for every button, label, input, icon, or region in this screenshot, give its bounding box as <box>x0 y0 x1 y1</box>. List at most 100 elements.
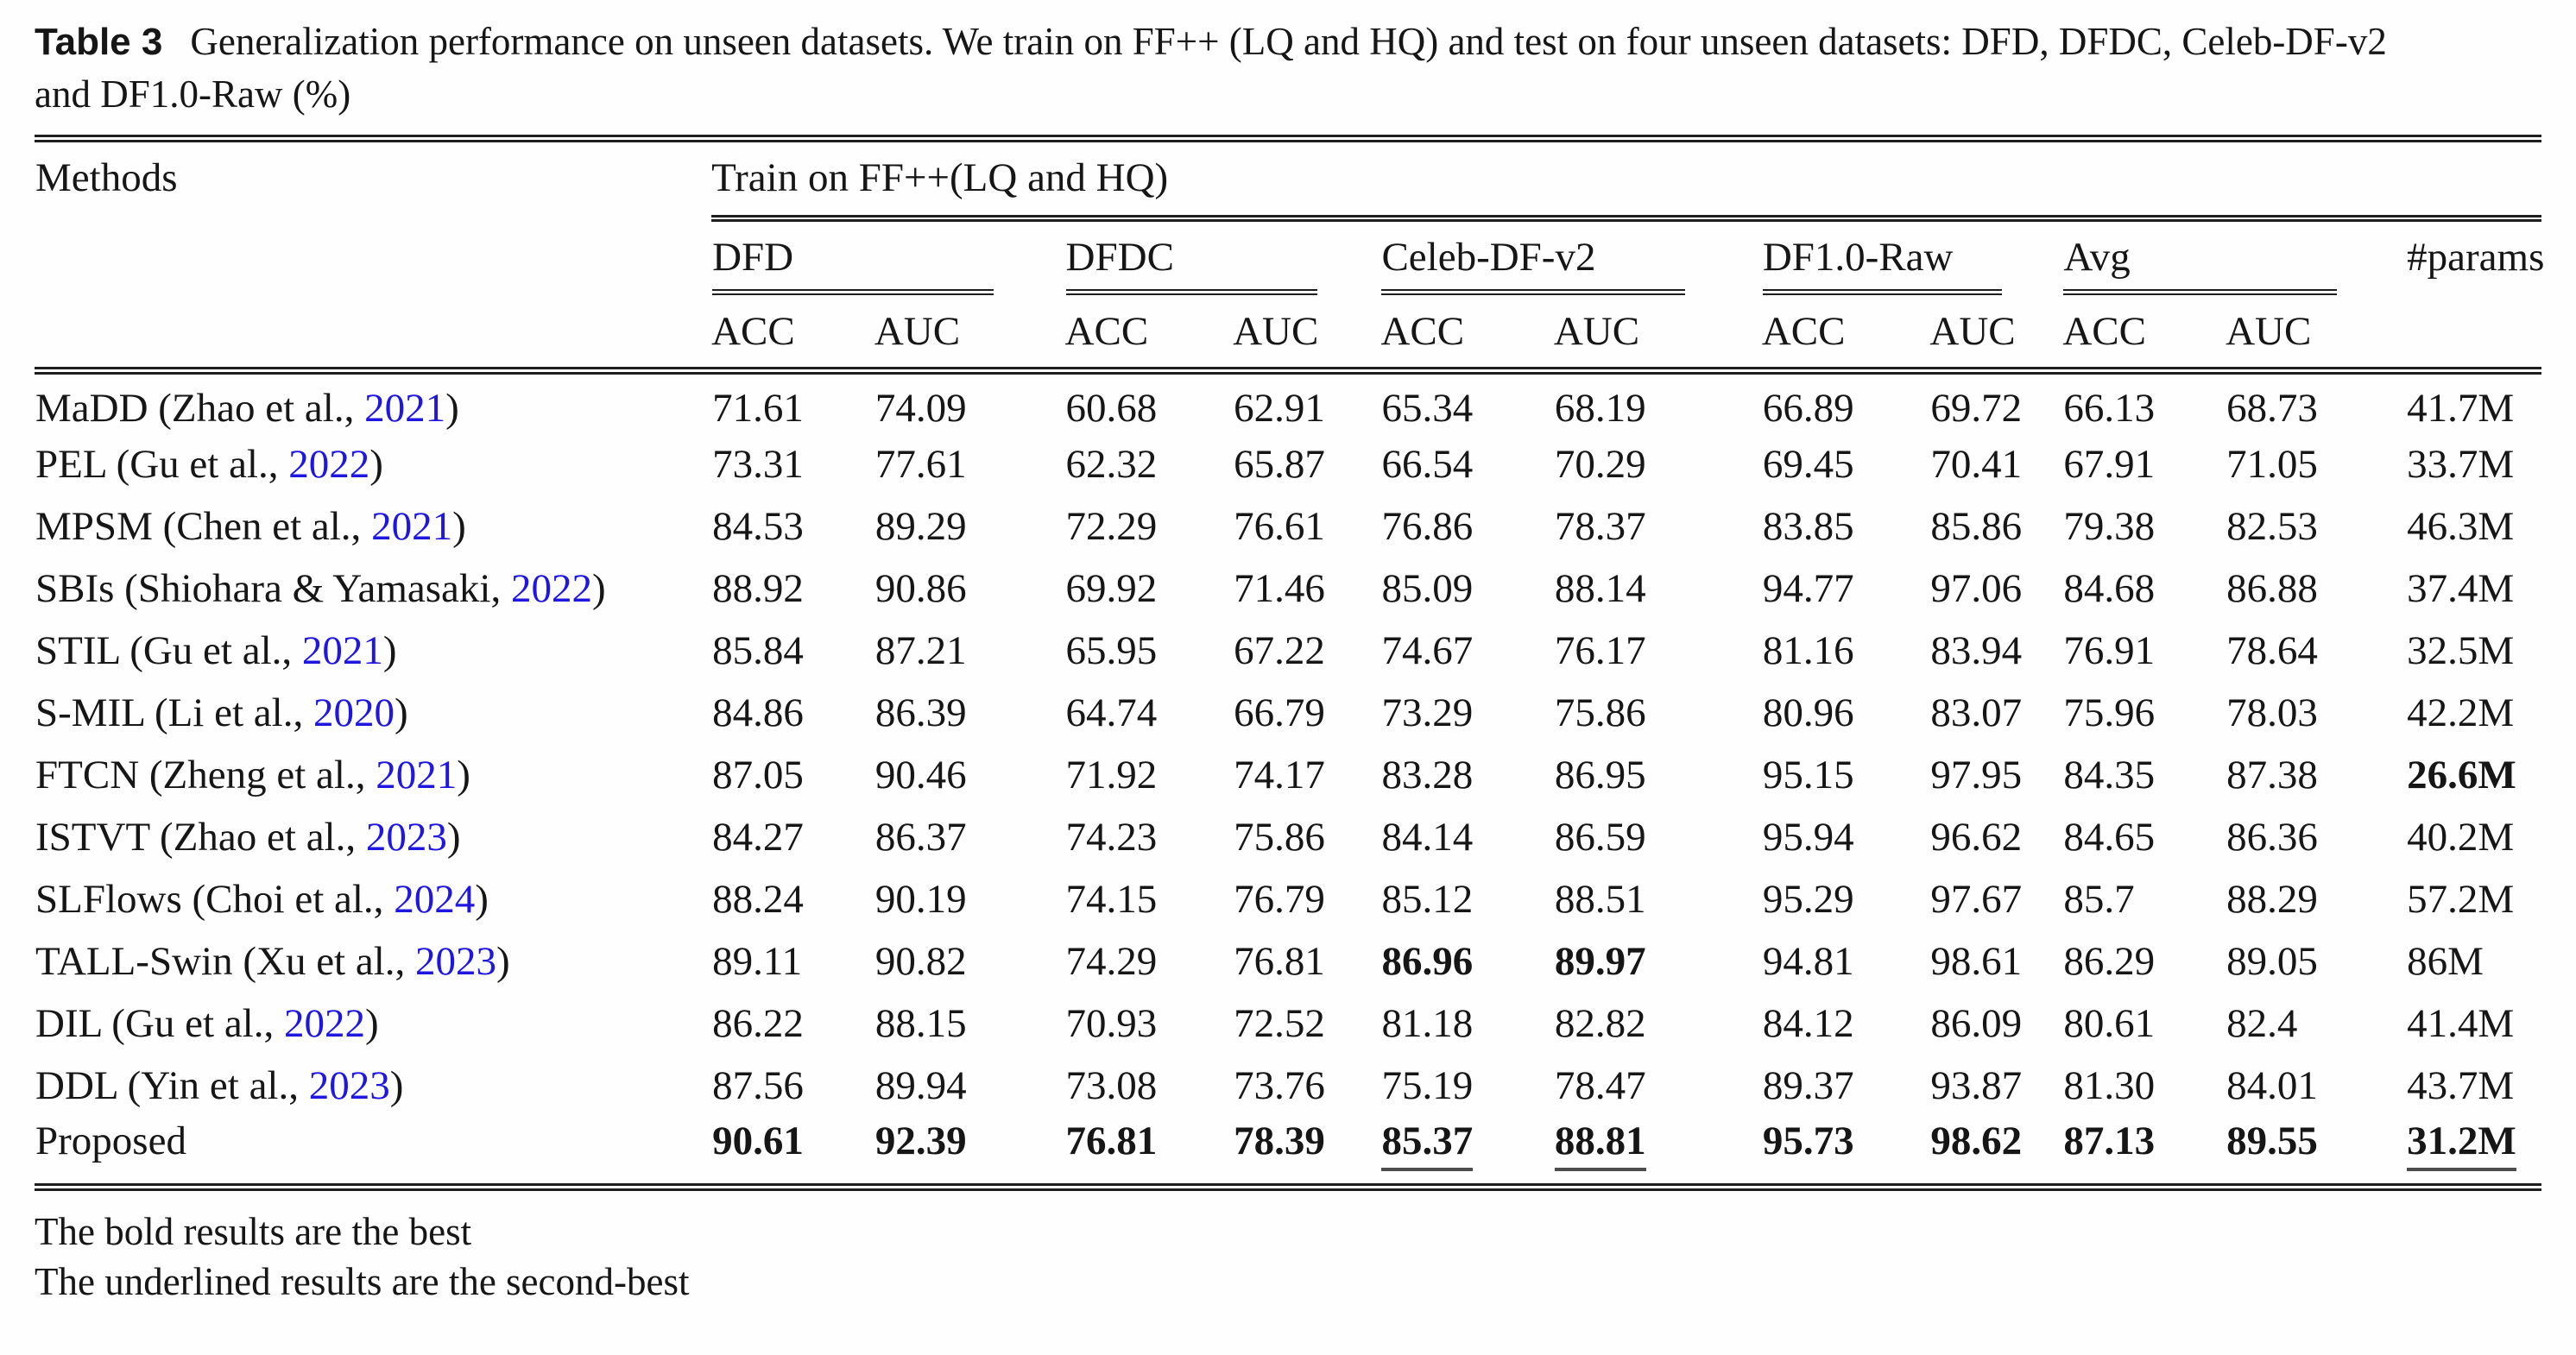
value-cell: 89.94 <box>874 1062 967 1108</box>
second-best-underline: 31.2M <box>2407 1118 2516 1171</box>
value-cell: 68.19 <box>1554 386 1646 432</box>
citation-year-link[interactable]: 2021 <box>376 752 458 797</box>
value-cell: 84.53 <box>712 503 804 549</box>
value-cell: 76.61 <box>1234 503 1325 549</box>
value-cell: 82.53 <box>2226 503 2318 549</box>
value-cell: 74.23 <box>1065 814 1158 860</box>
method-cell: FTCN (Zheng et al., 2021) <box>35 752 470 797</box>
metric-header-avg-auc: AUC <box>2226 296 2407 375</box>
value-cell: 68.73 <box>2226 386 2318 432</box>
value-cell: 97.67 <box>1930 876 2023 922</box>
value-cell: 62.91 <box>1234 386 1325 432</box>
value-cell: 95.94 <box>1762 814 1854 860</box>
col-header-methods: Methods <box>35 138 712 375</box>
header-row-datasets: DFD DFDC Celeb-DF-v2 DF1.0-Raw Avg #para… <box>35 218 2544 375</box>
value-cell: 83.94 <box>1930 627 2023 673</box>
value-cell: 86.59 <box>1554 814 1646 860</box>
table-row: Proposed 90.61 92.39 76.81 78.39 85.37 88.81 95… <box>35 1117 2541 1188</box>
value-cell: 75.86 <box>1234 814 1325 860</box>
value-cell: 86.95 <box>1554 752 1646 797</box>
value-cell: 80.96 <box>1762 690 1854 735</box>
caption-text-line2: and DF1.0-Raw (%) <box>35 72 351 116</box>
value-cell: 94.77 <box>1762 565 1854 611</box>
value-cell: 86.39 <box>874 690 967 735</box>
value-cell: 76.81 <box>1234 938 1325 984</box>
value-cell: 85.09 <box>1381 565 1474 611</box>
value-cell: 74.15 <box>1065 876 1158 922</box>
value-cell: 78.39 <box>1234 1118 1325 1163</box>
value-cell: 85.86 <box>1930 503 2023 549</box>
second-best-underline: 85.37 <box>1381 1118 1474 1171</box>
citation-year-link[interactable]: 2022 <box>510 565 592 611</box>
value-cell: 32.5M <box>2407 627 2515 673</box>
table-caption: Table 3 Generalization performance on uns… <box>35 16 2541 121</box>
value-cell: 72.29 <box>1065 503 1158 549</box>
value-cell: 71.92 <box>1065 752 1158 797</box>
group-header-dfdc: DFDC <box>1065 218 1381 296</box>
value-cell: 86.09 <box>1930 1000 2023 1046</box>
results-table: Methods Train on FF++(LQ and HQ) DFD DFD… <box>35 135 2544 1191</box>
citation-year-link[interactable]: 2021 <box>301 627 383 673</box>
citation-year-link[interactable]: 2020 <box>313 690 395 735</box>
value-cell: 74.09 <box>874 386 967 432</box>
value-cell: 86.22 <box>712 1000 804 1046</box>
value-cell: 95.73 <box>1762 1118 1854 1163</box>
value-cell: 88.29 <box>2226 876 2318 922</box>
metric-header-avg-acc: ACC <box>2062 296 2226 375</box>
value-cell: 76.79 <box>1234 876 1325 922</box>
value-cell: 84.65 <box>2063 814 2156 860</box>
value-cell: 97.06 <box>1930 565 2023 611</box>
value-cell: 84.27 <box>712 814 804 860</box>
value-cell: 57.2M <box>2407 876 2515 922</box>
citation-year-link[interactable]: 2023 <box>308 1062 390 1108</box>
value-cell: 73.29 <box>1381 690 1474 735</box>
value-cell: 86.37 <box>874 814 967 860</box>
value-cell: 89.05 <box>2226 938 2318 984</box>
value-cell: 81.30 <box>2063 1062 2156 1108</box>
value-cell: 76.81 <box>1065 1118 1158 1163</box>
col-header-train-span: Train on FF++(LQ and HQ) <box>711 138 2541 222</box>
table-row: DDL (Yin et al., 2023) 87.56 89.94 73.08 73.… <box>35 1055 2541 1117</box>
value-cell: 86.96 <box>1381 938 1474 984</box>
value-cell: 97.95 <box>1930 752 2023 797</box>
value-cell: 88.15 <box>874 1000 967 1046</box>
value-cell: 78.03 <box>2226 690 2318 735</box>
citation-year-link[interactable]: 2024 <box>394 876 476 922</box>
method-cell: SLFlows (Choi et al., 2024) <box>35 876 489 922</box>
value-cell: 31.2M <box>2406 1117 2541 1188</box>
citation-year-link[interactable]: 2023 <box>415 938 497 984</box>
value-cell: 90.46 <box>874 752 967 797</box>
citation-year-link[interactable]: 2022 <box>284 1000 365 1046</box>
citation-year-link[interactable]: 2023 <box>365 814 447 860</box>
value-cell: 98.61 <box>1930 938 2023 984</box>
value-cell: 92.39 <box>874 1118 967 1163</box>
citation-year-link[interactable]: 2021 <box>371 503 453 549</box>
value-cell: 79.38 <box>2063 503 2156 549</box>
value-cell: 69.72 <box>1930 386 2023 432</box>
value-cell: 98.62 <box>1930 1118 2023 1163</box>
value-cell: 89.11 <box>712 938 803 984</box>
value-cell: 89.97 <box>1554 938 1646 984</box>
value-cell: 89.37 <box>1762 1062 1854 1108</box>
method-cell: MPSM (Chen et al., 2021) <box>35 503 466 549</box>
value-cell: 66.54 <box>1381 441 1474 487</box>
value-cell: 66.13 <box>2063 386 2156 432</box>
footnote-underline-note: The underlined results are the second-be… <box>35 1259 690 1303</box>
value-cell: 80.61 <box>2063 1000 2156 1046</box>
citation-year-link[interactable]: 2022 <box>288 441 370 487</box>
col-header-params: #params <box>2406 218 2544 375</box>
value-cell: 86.36 <box>2226 814 2318 860</box>
value-cell: 76.91 <box>2063 627 2156 673</box>
value-cell: 78.64 <box>2226 627 2318 673</box>
value-cell: 70.29 <box>1554 441 1646 487</box>
value-cell: 85.37 <box>1380 1117 1553 1188</box>
table-row: FTCN (Zheng et al., 2021) 87.05 90.46 71.92… <box>35 744 2541 806</box>
value-cell: 85.7 <box>2063 876 2135 922</box>
value-cell: 83.28 <box>1381 752 1474 797</box>
value-cell: 26.6M <box>2407 752 2516 797</box>
table-caption-text: Generalization performance on unseen dat… <box>35 20 2387 116</box>
value-cell: 65.87 <box>1234 441 1325 487</box>
value-cell: 64.74 <box>1065 690 1158 735</box>
value-cell: 67.22 <box>1234 627 1325 673</box>
citation-year-link[interactable]: 2021 <box>364 386 446 432</box>
